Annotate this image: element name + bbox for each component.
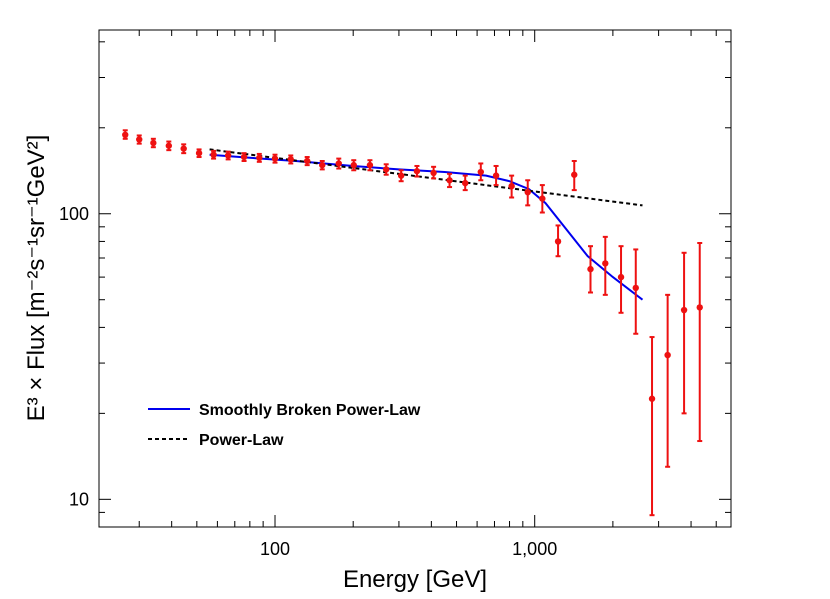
data-point xyxy=(508,182,515,190)
tick-labels: 100 1,000 10 100 xyxy=(59,204,557,559)
data-point xyxy=(210,151,217,158)
legend: Smoothly Broken Power-Law Power-Law xyxy=(148,402,421,449)
data-point xyxy=(477,168,484,176)
data-point xyxy=(256,154,263,162)
y-tick-label: 10 xyxy=(69,489,89,509)
data-point xyxy=(554,238,562,245)
minor-ticks xyxy=(99,30,731,527)
y-axis-title: E³ × Flux [m⁻²s⁻¹sr⁻¹GeV²] xyxy=(23,135,50,422)
data-point xyxy=(303,157,311,165)
data-point xyxy=(632,284,639,292)
data-point xyxy=(462,179,469,187)
plot-frame xyxy=(98,29,732,528)
data-point xyxy=(680,306,688,314)
data-point xyxy=(587,265,594,273)
data-point xyxy=(287,156,294,163)
data-point xyxy=(122,131,129,139)
data-point xyxy=(224,152,232,159)
data-point xyxy=(571,171,578,178)
data-point xyxy=(319,161,326,169)
data-point xyxy=(397,172,405,179)
data-point xyxy=(617,273,625,281)
data-point xyxy=(492,172,500,179)
data-point xyxy=(195,149,203,157)
data-point xyxy=(150,139,157,147)
data-point xyxy=(430,169,437,177)
x-tick-label: 100 xyxy=(260,539,290,559)
data-points xyxy=(122,129,703,517)
data-point xyxy=(664,351,671,359)
legend-label-power-law: Power-Law xyxy=(199,432,284,449)
data-point xyxy=(382,166,390,173)
data-point xyxy=(648,395,656,402)
x-axis-title: Energy [GeV] xyxy=(343,566,487,593)
data-point xyxy=(413,167,421,175)
major-ticks xyxy=(99,30,731,527)
legend-label-smoothly-broken: Smoothly Broken Power-Law xyxy=(199,402,421,419)
data-point xyxy=(539,195,546,202)
data-point xyxy=(446,177,453,184)
data-point xyxy=(335,160,342,167)
data-point xyxy=(696,304,703,311)
data-point xyxy=(271,155,279,162)
fit-lines xyxy=(209,148,644,301)
x-tick-label: 1,000 xyxy=(512,539,557,559)
data-point xyxy=(165,142,173,149)
power-law-line xyxy=(209,148,643,207)
data-point xyxy=(350,161,357,169)
data-point xyxy=(366,161,374,169)
data-point xyxy=(602,260,609,267)
data-point xyxy=(524,188,531,196)
data-point xyxy=(180,145,187,152)
data-point xyxy=(240,153,248,161)
data-point xyxy=(136,136,143,143)
y-tick-label: 100 xyxy=(59,204,89,224)
